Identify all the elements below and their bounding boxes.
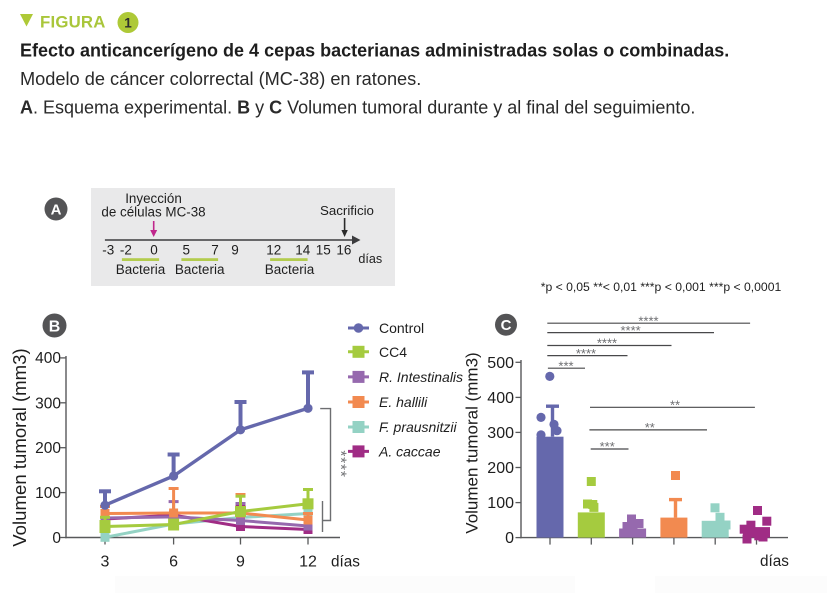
svg-text:****: ****: [597, 336, 617, 351]
svg-text:Volumen tumoral (mm3): Volumen tumoral (mm3): [463, 352, 482, 533]
svg-text:E. hallili: E. hallili: [379, 394, 428, 410]
svg-text:200: 200: [487, 460, 514, 477]
svg-text:14: 14: [295, 243, 311, 258]
svg-text:Control: Control: [379, 320, 424, 336]
svg-text:Volumen tumoral (mm3): Volumen tumoral (mm3): [9, 348, 30, 546]
svg-text:300: 300: [35, 395, 61, 412]
svg-text:0: 0: [505, 530, 514, 547]
svg-text:100: 100: [487, 495, 514, 512]
svg-text:15: 15: [316, 243, 331, 258]
svg-text:Efecto anticancerígeno de 4 ce: Efecto anticancerígeno de 4 cepas bacter…: [20, 41, 729, 61]
svg-text:0: 0: [150, 243, 158, 258]
svg-text:**: **: [670, 398, 680, 413]
svg-text:9: 9: [236, 554, 245, 571]
svg-text:FIGURA: FIGURA: [40, 12, 106, 31]
svg-text:300: 300: [487, 425, 514, 442]
svg-text:*p < 0,05 **< 0,01 ***p < 0,00: *p < 0,05 **< 0,01 ***p < 0,001 ***p < 0…: [541, 280, 782, 294]
svg-text:****: ****: [638, 313, 658, 328]
svg-text:****: ****: [332, 450, 349, 477]
svg-text:0: 0: [52, 530, 61, 547]
svg-text:A. caccae: A. caccae: [378, 443, 441, 459]
svg-text:Modelo de cáncer colorrectal (: Modelo de cáncer colorrectal (MC-38) en …: [20, 69, 421, 89]
svg-text:500: 500: [487, 355, 514, 372]
svg-text:-3: -3: [102, 243, 114, 258]
svg-text:****: ****: [576, 346, 596, 361]
svg-text:días: días: [331, 554, 360, 571]
svg-text:R. Intestinalis: R. Intestinalis: [379, 369, 463, 385]
svg-text:9: 9: [231, 243, 239, 258]
svg-text:****: ****: [620, 323, 640, 338]
svg-text:Bacteria: Bacteria: [116, 262, 166, 277]
svg-text:F. prausnitzii: F. prausnitzii: [379, 419, 457, 435]
svg-text:A. Esquema experimental. B y C: A. Esquema experimental. B y C Volumen t…: [20, 97, 695, 117]
svg-text:6: 6: [169, 554, 178, 571]
svg-text:CC4: CC4: [379, 344, 407, 360]
svg-text:***: ***: [600, 439, 615, 454]
svg-text:100: 100: [35, 485, 61, 502]
svg-text:Bacteria: Bacteria: [175, 262, 225, 277]
svg-text:Bacteria: Bacteria: [265, 262, 315, 277]
svg-text:C: C: [501, 317, 512, 334]
svg-text:**: **: [645, 420, 655, 435]
svg-text:-2: -2: [120, 243, 132, 258]
svg-text:días: días: [358, 252, 382, 266]
svg-text:de células MC-38: de células MC-38: [101, 205, 205, 220]
svg-text:5: 5: [182, 243, 190, 258]
svg-text:7: 7: [211, 243, 219, 258]
svg-text:B: B: [49, 319, 61, 336]
svg-text:A: A: [51, 202, 62, 219]
svg-text:400: 400: [35, 350, 61, 367]
svg-text:400: 400: [487, 390, 514, 407]
svg-text:16: 16: [336, 243, 351, 258]
svg-text:3: 3: [101, 554, 110, 571]
svg-text:días: días: [760, 553, 789, 570]
svg-text:Inyección: Inyección: [125, 191, 182, 206]
svg-text:12: 12: [266, 243, 281, 258]
svg-text:1: 1: [124, 16, 132, 31]
svg-text:12: 12: [299, 554, 317, 571]
svg-text:200: 200: [35, 440, 61, 457]
svg-text:***: ***: [558, 358, 573, 373]
svg-text:Sacrificio: Sacrificio: [320, 203, 374, 218]
